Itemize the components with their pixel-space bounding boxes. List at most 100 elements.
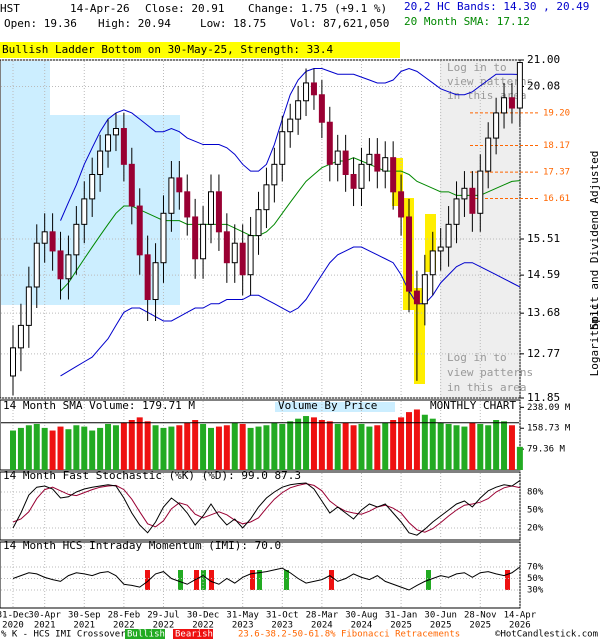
volume-bar: [152, 425, 159, 470]
momentum-title: 14 Month HCS Intraday Momentum (IMI): 70…: [3, 539, 281, 552]
volume-bar: [350, 425, 357, 470]
volume-bar: [65, 429, 72, 470]
x-tick-label: 28-Nov: [464, 611, 497, 621]
volume-bar: [366, 426, 373, 470]
x-tick-label: 2024: [351, 621, 373, 631]
candle-body: [255, 209, 262, 237]
close: Close: 20.91: [145, 2, 224, 15]
candle-body: [358, 163, 365, 189]
fib-note: 23.6-38.2-50-61.8% Fibonacci Retracement…: [238, 630, 460, 640]
x-tick-label: 28-Mar: [306, 611, 339, 621]
candle-body: [49, 231, 56, 252]
volume-bar: [200, 423, 207, 470]
candle-body: [247, 235, 254, 276]
volume-bar: [342, 422, 349, 470]
candle-body: [263, 184, 270, 211]
candle-body: [271, 163, 278, 186]
y-tick-label: 13.68: [527, 306, 560, 319]
sma: 20 Month SMA: 17.12: [404, 15, 530, 28]
candle-body: [65, 254, 72, 280]
volume-bar: [303, 416, 310, 470]
x-tick-label: 2023: [271, 621, 293, 631]
candle-body: [25, 286, 32, 326]
candle-body: [350, 173, 357, 189]
pattern-highlight: [425, 214, 436, 272]
volume-bar: [374, 425, 381, 470]
volume-bar: [33, 423, 40, 470]
volume-bar: [485, 425, 492, 470]
candle-body: [73, 223, 80, 256]
volume-bar: [477, 423, 484, 470]
volume-bar: [128, 420, 135, 470]
candle-body: [374, 153, 381, 172]
volume-bar: [112, 425, 119, 470]
candle-body: [437, 246, 444, 252]
fib-label: 17.37: [543, 168, 570, 178]
fib-label: 19.20: [543, 108, 570, 118]
band-line: [60, 246, 521, 377]
volume-bar: [184, 422, 191, 470]
volume-bar: [160, 427, 167, 470]
candle-body: [57, 250, 64, 280]
vbp-label-bg: [275, 402, 395, 412]
candle-body: [382, 157, 389, 172]
candle-body: [192, 216, 199, 260]
y-tick-label: 14.59: [527, 268, 560, 281]
x-tick-label: 2026: [509, 621, 531, 631]
volume-bar: [279, 423, 286, 470]
volume-title: 14 Month SMA Volume: 179.71 M: [3, 399, 195, 412]
candle-body: [176, 177, 183, 193]
x-tick-label: 30-Sep: [68, 611, 101, 621]
candle-body: [81, 198, 88, 225]
candle-body: [334, 150, 341, 165]
volume-bar: [310, 417, 317, 470]
candle-body: [136, 205, 143, 256]
x-tick-label: 28-Feb: [108, 611, 141, 621]
volume-bar: [176, 425, 183, 470]
stochastic-d: [12, 483, 520, 533]
candle-body: [184, 191, 191, 218]
y-tick-label: 20.08: [527, 79, 560, 92]
candle-body: [287, 118, 294, 133]
volume-bar: [263, 425, 270, 470]
volume-text: Vol: 87,621,050: [290, 17, 389, 30]
x-tick-label: 30-Apr: [28, 611, 61, 621]
volume-bar: [25, 425, 32, 470]
x-tick-label: 31-Dec: [0, 611, 29, 621]
period-label: MONTHLY CHART: [430, 399, 516, 412]
pattern-highlight: [414, 288, 425, 384]
volume-bar: [17, 427, 24, 470]
volume-bar: [271, 422, 278, 470]
volume-bar: [239, 423, 246, 470]
candle-body: [501, 97, 508, 114]
vbp-label: Volume By Price: [278, 399, 377, 412]
candle-body: [144, 254, 151, 301]
x-tick-label: 30-Aug: [345, 611, 378, 621]
volume-bar: [453, 425, 460, 470]
candle-body: [152, 262, 159, 301]
candle-body: [342, 150, 349, 175]
pattern-highlight: [392, 158, 403, 206]
candle-body: [41, 231, 48, 244]
candle-body: [310, 82, 317, 96]
x-tick-label: 2022: [192, 621, 214, 631]
candle-body: [239, 242, 246, 276]
candle-body: [215, 191, 222, 233]
candle-body: [168, 177, 175, 214]
volume-bar: [334, 423, 341, 470]
candle-body: [318, 94, 325, 123]
volume-bar: [516, 446, 523, 470]
candle-body: [493, 112, 500, 139]
candle-body: [279, 131, 286, 165]
volume-bar: [49, 430, 56, 470]
volume-bar: [406, 412, 412, 470]
candle-body: [10, 347, 16, 377]
y-tick-label: 238.09 M: [527, 403, 571, 413]
band-line: [60, 67, 520, 221]
volume-bar: [501, 421, 508, 470]
copyright: ©HotCandlestick.com: [495, 630, 598, 640]
y-tick-label: 30%: [527, 586, 544, 596]
x-tick-label: 2021: [73, 621, 95, 631]
login-note: Log in to: [447, 351, 507, 364]
